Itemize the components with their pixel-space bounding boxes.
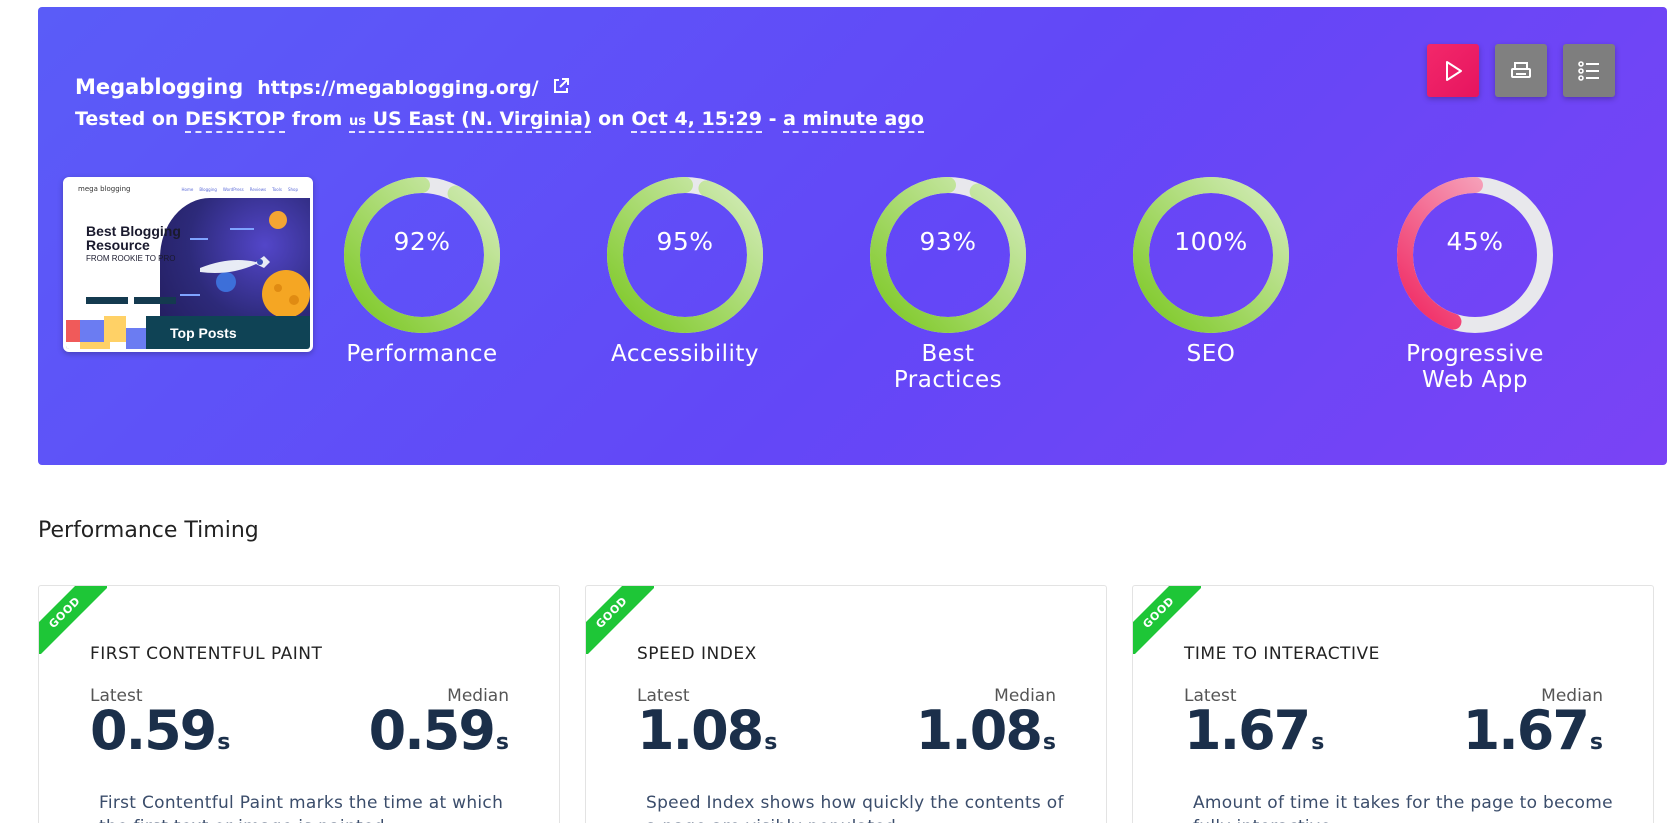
from-text: from — [291, 108, 343, 130]
gauge-ring — [870, 177, 1026, 333]
section-title: Performance Timing — [38, 518, 259, 543]
gauge-arc — [1133, 177, 1289, 333]
thumbnail-blocks — [66, 316, 146, 349]
score-gauge[interactable]: 92% Performance — [342, 175, 502, 367]
thumbnail-hero: Best Blogging Resource FROM ROOKIE TO PR… — [66, 198, 310, 318]
site-url-link[interactable]: https://megablogging.org/ — [257, 77, 539, 99]
median-value: 1.08s — [915, 699, 1056, 762]
thumbnail-subhead: FROM ROOKIE TO PRO — [86, 254, 176, 263]
unit: s — [1589, 730, 1603, 755]
timing-card: GOOD SPEED INDEX Latest Median 1.08s 1.08s Spe… — [585, 585, 1107, 823]
timing-card: GOOD FIRST CONTENTFUL PAINT Latest Median 0.… — [38, 585, 560, 823]
median-label: Median — [1541, 686, 1603, 706]
score-gauge[interactable]: 100% SEO — [1131, 175, 1291, 367]
gauge-value: 92% — [393, 227, 451, 256]
latest-value: 1.67s — [1184, 699, 1325, 762]
gauge-arc — [344, 177, 500, 333]
report-toolbar — [1427, 44, 1615, 97]
timing-card: GOOD TIME TO INTERACTIVE Latest Median 1.67s… — [1132, 585, 1654, 823]
location-link[interactable]: us US East (N. Virginia) — [348, 108, 592, 133]
median-value: 0.59s — [368, 699, 509, 762]
gauge-value: 100% — [1174, 227, 1248, 256]
latest-label: Latest — [90, 686, 143, 706]
median-value: 1.67s — [1462, 699, 1603, 762]
site-name: Megablogging — [75, 75, 244, 99]
gauge-ring — [1133, 177, 1289, 333]
thumbnail-logo: mega blogging — [78, 185, 131, 193]
list-button[interactable] — [1563, 44, 1615, 97]
gauge-ring — [1397, 177, 1553, 333]
thumbnail-headline: Best Blogging Resource — [86, 223, 181, 253]
metric-title: SPEED INDEX — [637, 644, 757, 664]
latest-value: 0.59s — [90, 699, 231, 762]
gauge-ring — [344, 177, 500, 333]
score-gauge[interactable]: 45% Progressive Web App — [1395, 175, 1555, 393]
thumbnail-footer-text: Top Posts — [170, 325, 237, 341]
test-info: Tested on DESKTOP from us US East (N. Vi… — [75, 108, 924, 133]
unit: s — [495, 730, 509, 755]
score-gauge[interactable]: 95% Accessibility — [605, 175, 765, 367]
gauge-label: Performance — [346, 341, 498, 367]
gauge-ring — [607, 177, 763, 333]
on-text: on — [598, 108, 625, 130]
date-link[interactable]: Oct 4, 15:29 — [631, 108, 762, 133]
gauge-label: SEO — [1186, 341, 1236, 367]
gauge-label: Progressive Web App — [1406, 341, 1544, 393]
median-label: Median — [447, 686, 509, 706]
play-button[interactable] — [1427, 44, 1479, 97]
unit: s — [1311, 730, 1325, 755]
metric-title: TIME TO INTERACTIVE — [1184, 644, 1380, 664]
latest-label: Latest — [1184, 686, 1237, 706]
site-line: Megablogging https://megablogging.org/ — [75, 74, 571, 99]
median-label: Median — [994, 686, 1056, 706]
gauge-arc — [870, 177, 1026, 333]
metric-description: Amount of time it takes for the page to … — [1193, 793, 1613, 823]
gauge-label: Accessibility — [610, 341, 760, 367]
report-header: Megablogging https://megablogging.org/ T… — [38, 7, 1667, 465]
gauge-arc — [607, 177, 763, 333]
metric-title: FIRST CONTENTFUL PAINT — [90, 644, 323, 664]
unit: s — [217, 730, 231, 755]
thumbnail-rocket-illustration — [160, 198, 310, 318]
gauge-label: Best Practices — [893, 341, 1003, 393]
print-button[interactable] — [1495, 44, 1547, 97]
gauge-value: 45% — [1446, 227, 1504, 256]
gauge-arc — [1397, 177, 1553, 333]
tested-on-text: Tested on — [75, 108, 179, 130]
latest-label: Latest — [637, 686, 690, 706]
gauge-value: 93% — [919, 227, 977, 256]
device-link[interactable]: DESKTOP — [185, 108, 286, 133]
print-icon — [1511, 61, 1531, 78]
latest-value: 1.08s — [637, 699, 778, 762]
location-text: US East (N. Virginia) — [372, 108, 592, 130]
metric-description: First Contentful Paint marks the time at… — [99, 793, 504, 823]
separator-text: - — [768, 108, 777, 130]
relative-time-link[interactable]: a minute ago — [783, 108, 924, 133]
page-screenshot-thumbnail[interactable]: mega blogging Home Blogging WordPress Revie… — [63, 177, 313, 352]
flag-icon: us — [348, 114, 366, 129]
unit: s — [1042, 730, 1056, 755]
score-gauge[interactable]: 93% Best Practices — [868, 175, 1028, 393]
list-icon — [1578, 60, 1599, 81]
play-icon — [1446, 60, 1462, 81]
thumbnail-nav: mega blogging Home Blogging WordPress Revie… — [78, 185, 298, 193]
unit: s — [764, 730, 778, 755]
metric-description: Speed Index shows how quickly the conten… — [646, 793, 1064, 823]
gauge-value: 95% — [656, 227, 714, 256]
external-link-icon[interactable] — [551, 76, 571, 96]
